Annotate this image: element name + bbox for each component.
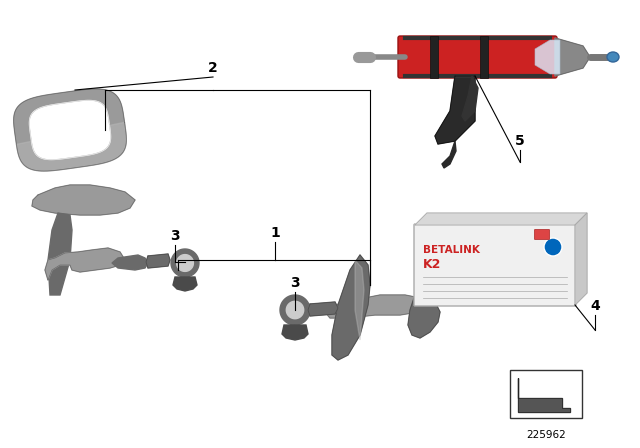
Text: K2: K2 bbox=[423, 258, 442, 271]
Polygon shape bbox=[518, 378, 570, 412]
Text: 2: 2 bbox=[208, 61, 218, 75]
Polygon shape bbox=[435, 76, 475, 144]
FancyBboxPatch shape bbox=[534, 229, 550, 240]
Polygon shape bbox=[173, 277, 197, 291]
FancyBboxPatch shape bbox=[398, 36, 557, 78]
Polygon shape bbox=[325, 295, 425, 318]
Polygon shape bbox=[575, 213, 587, 305]
Polygon shape bbox=[171, 249, 199, 277]
Text: BETALINK: BETALINK bbox=[423, 245, 480, 255]
Polygon shape bbox=[146, 254, 170, 268]
Bar bbox=[430, 36, 438, 78]
Text: 4: 4 bbox=[590, 299, 600, 313]
Text: 3: 3 bbox=[170, 229, 180, 243]
Text: 3: 3 bbox=[290, 276, 300, 290]
Polygon shape bbox=[332, 255, 370, 360]
Polygon shape bbox=[286, 302, 304, 319]
Polygon shape bbox=[355, 260, 364, 340]
Polygon shape bbox=[112, 255, 148, 270]
Polygon shape bbox=[535, 40, 560, 74]
Polygon shape bbox=[442, 141, 456, 168]
FancyBboxPatch shape bbox=[414, 224, 576, 306]
Polygon shape bbox=[177, 254, 193, 271]
Polygon shape bbox=[29, 100, 111, 159]
Polygon shape bbox=[408, 295, 440, 338]
Polygon shape bbox=[308, 302, 338, 316]
Polygon shape bbox=[32, 185, 135, 215]
Bar bbox=[480, 36, 488, 78]
Text: 1: 1 bbox=[270, 226, 280, 240]
Polygon shape bbox=[17, 122, 126, 171]
Text: 225962: 225962 bbox=[526, 430, 566, 440]
Bar bbox=[510, 370, 582, 418]
Polygon shape bbox=[45, 248, 125, 280]
Polygon shape bbox=[282, 325, 308, 340]
Polygon shape bbox=[555, 38, 590, 76]
Polygon shape bbox=[48, 213, 72, 295]
Polygon shape bbox=[462, 76, 478, 121]
Text: 5: 5 bbox=[515, 134, 525, 148]
Polygon shape bbox=[13, 89, 126, 171]
Ellipse shape bbox=[607, 52, 619, 62]
Polygon shape bbox=[415, 213, 587, 225]
Ellipse shape bbox=[544, 238, 562, 256]
Polygon shape bbox=[280, 295, 310, 325]
